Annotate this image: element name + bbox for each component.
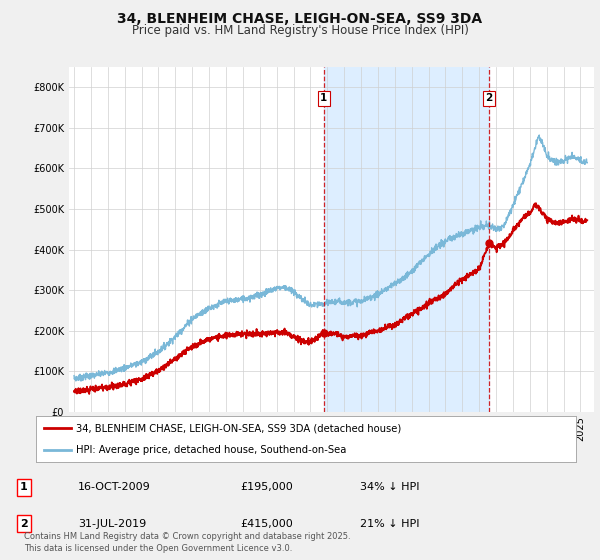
Text: 1: 1 (20, 482, 28, 492)
Text: 31-JUL-2019: 31-JUL-2019 (78, 519, 146, 529)
Text: 2: 2 (485, 93, 493, 103)
Text: £195,000: £195,000 (240, 482, 293, 492)
Text: HPI: Average price, detached house, Southend-on-Sea: HPI: Average price, detached house, Sout… (77, 445, 347, 455)
Text: Price paid vs. HM Land Registry's House Price Index (HPI): Price paid vs. HM Land Registry's House … (131, 24, 469, 36)
Text: 16-OCT-2009: 16-OCT-2009 (78, 482, 151, 492)
Text: 34, BLENHEIM CHASE, LEIGH-ON-SEA, SS9 3DA (detached house): 34, BLENHEIM CHASE, LEIGH-ON-SEA, SS9 3D… (77, 423, 402, 433)
Text: 34, BLENHEIM CHASE, LEIGH-ON-SEA, SS9 3DA: 34, BLENHEIM CHASE, LEIGH-ON-SEA, SS9 3D… (118, 12, 482, 26)
Text: £415,000: £415,000 (240, 519, 293, 529)
Text: 2: 2 (20, 519, 28, 529)
Text: 21% ↓ HPI: 21% ↓ HPI (360, 519, 419, 529)
Text: 34% ↓ HPI: 34% ↓ HPI (360, 482, 419, 492)
Text: 1: 1 (320, 93, 328, 103)
Text: Contains HM Land Registry data © Crown copyright and database right 2025.
This d: Contains HM Land Registry data © Crown c… (24, 533, 350, 553)
Bar (324, 67, 489, 412)
